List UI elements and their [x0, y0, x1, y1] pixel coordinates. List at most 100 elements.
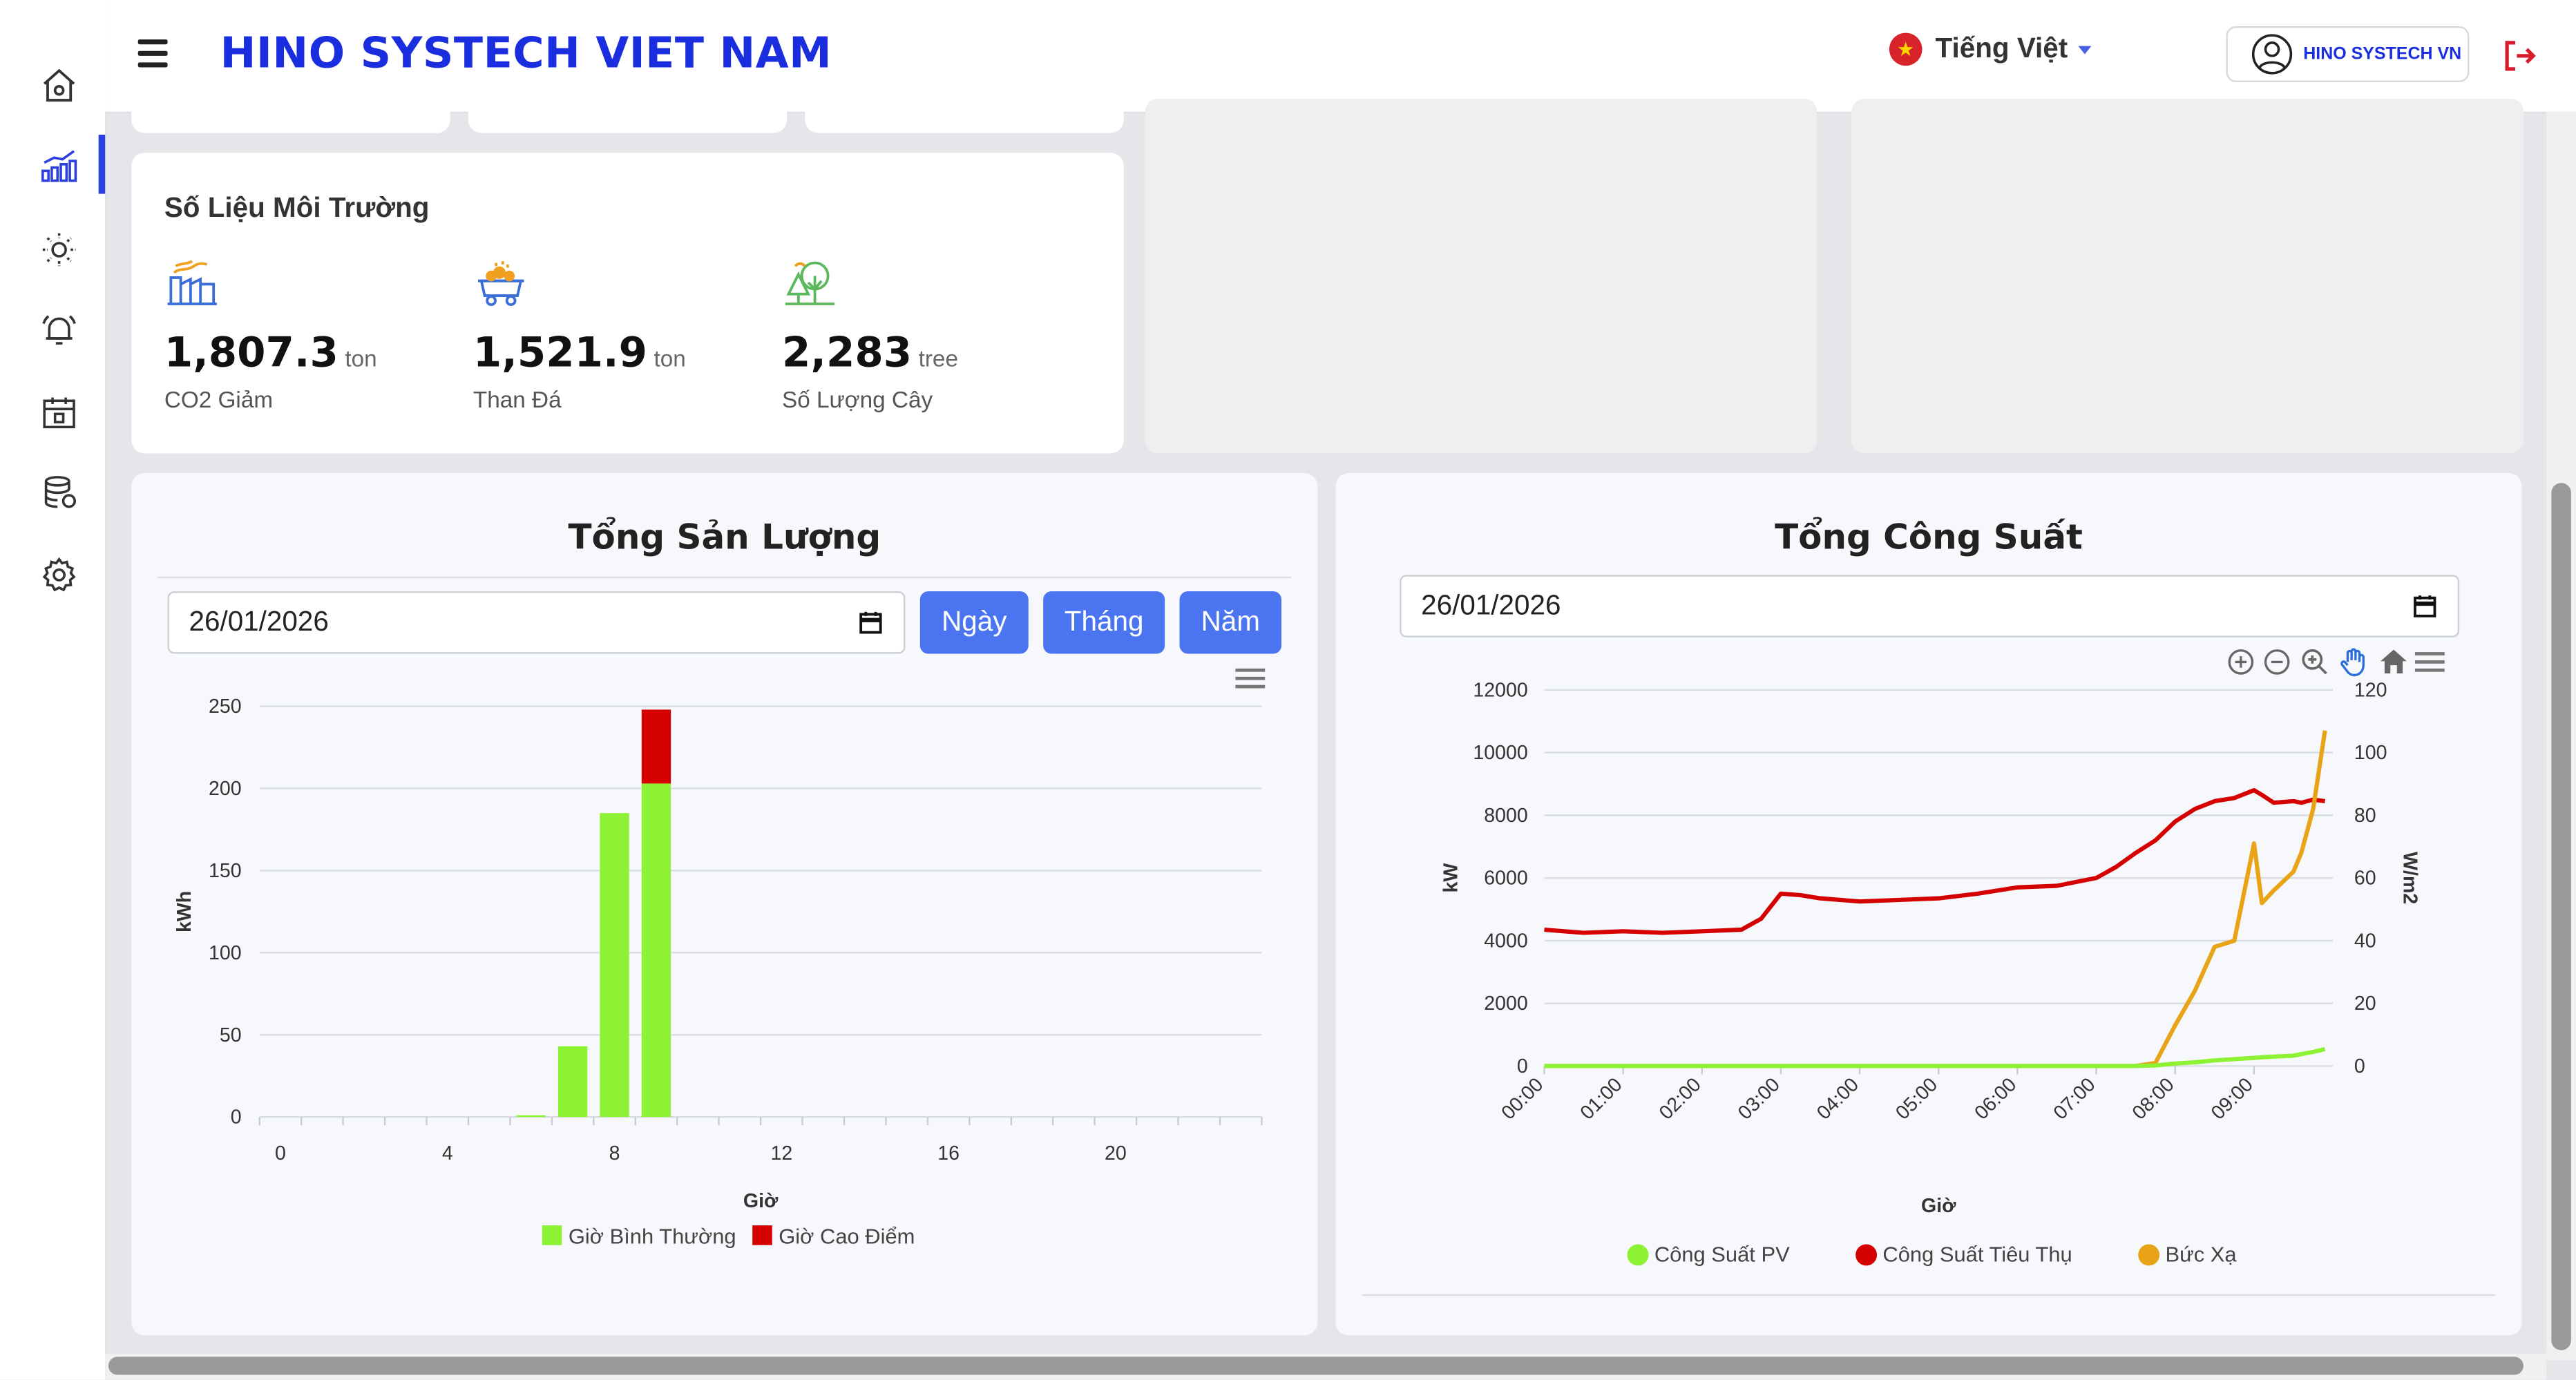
- trees-value: 2,283: [782, 328, 913, 376]
- horizontal-scrollbar-thumb[interactable]: [108, 1357, 2523, 1375]
- zoom-in-icon[interactable]: [2226, 647, 2255, 677]
- x-tick-label: 00:00: [1497, 1073, 1547, 1124]
- series-line: [1544, 1046, 2326, 1068]
- year-button[interactable]: Năm: [1179, 591, 1281, 654]
- sidebar-item-solar[interactable]: [23, 222, 95, 278]
- day-button[interactable]: Ngày: [919, 591, 1029, 654]
- selection-zoom-icon[interactable]: [2300, 647, 2329, 677]
- legend-label: Công Suất PV: [1654, 1242, 1790, 1266]
- legend-swatch: [2138, 1244, 2160, 1266]
- output-chart-menu-icon[interactable]: [1235, 668, 1266, 691]
- y-left-tick-label: 12000: [1473, 679, 1527, 701]
- x-tick-label: 0: [275, 1142, 286, 1165]
- y-tick-label: 100: [209, 942, 242, 964]
- legend-label: Bức Xạ: [2165, 1242, 2237, 1266]
- reset-home-icon[interactable]: [2379, 647, 2409, 677]
- x-tick-label: 04:00: [1813, 1073, 1863, 1124]
- y-tick-label: 0: [231, 1106, 242, 1129]
- co2-value: 1,807.3: [164, 328, 338, 376]
- calendar-icon: [859, 611, 882, 634]
- trees-label: Số Lượng Cây: [782, 385, 933, 412]
- factory-icon: [167, 260, 217, 305]
- logout-icon[interactable]: [2501, 36, 2540, 75]
- power-chart-menu-icon[interactable]: [2414, 652, 2445, 675]
- y-left-axis-label: kW: [1440, 863, 1462, 893]
- bar: [641, 709, 671, 784]
- legend-swatch: [542, 1225, 562, 1245]
- sidebar-item-dashboard[interactable]: [23, 138, 95, 194]
- series-line: [1544, 787, 2326, 935]
- trees-unit: tree: [918, 345, 958, 372]
- settings-icon: [42, 557, 76, 592]
- month-button[interactable]: Tháng: [1043, 591, 1165, 654]
- bar: [557, 1046, 588, 1118]
- y-right-axis-label: W/m2: [2398, 852, 2421, 904]
- sidebar-item-home[interactable]: [23, 57, 95, 113]
- x-tick-label: 09:00: [2207, 1073, 2258, 1124]
- zoom-out-icon[interactable]: [2262, 647, 2292, 677]
- x-tick-label: 08:00: [2128, 1073, 2179, 1124]
- legend-label: Giờ Cao Điểm: [779, 1224, 915, 1248]
- brand-title: HINO SYSTECH VIET NAM: [220, 29, 832, 79]
- coal-unit: ton: [653, 345, 686, 372]
- y-left-tick-label: 4000: [1484, 930, 1527, 952]
- bar: [641, 783, 671, 1118]
- alarm-icon: [42, 315, 76, 345]
- x-tick-label: 05:00: [1891, 1073, 1942, 1124]
- calendar-icon: [2414, 595, 2436, 617]
- divider: [158, 576, 1292, 579]
- y-left-tick-label: 10000: [1473, 742, 1527, 764]
- x-tick-label: 20: [1105, 1142, 1127, 1165]
- environment-card: Số Liệu Môi Trường 1,807.3 ton CO2 Giảm 1…: [131, 153, 1124, 454]
- output-date-input[interactable]: 26/01/2026: [167, 591, 906, 654]
- sidebar-item-alarm[interactable]: [23, 303, 95, 358]
- chevron-down-icon: [2077, 45, 2091, 54]
- user-menu-button[interactable]: HINO SYSTECH VN: [2226, 26, 2470, 82]
- x-tick-label: 16: [937, 1142, 960, 1165]
- env-item-coal: 1,521.9 ton Than Đá: [473, 255, 769, 412]
- menu-toggle-icon[interactable]: [137, 39, 168, 67]
- legend-swatch: [752, 1225, 772, 1245]
- chart-icon: [41, 150, 77, 182]
- legend-label: Công Suất Tiêu Thụ: [1882, 1242, 2072, 1266]
- stat-card-partial: [131, 98, 450, 133]
- sidebar-item-database[interactable]: [23, 465, 95, 521]
- x-tick-label: 12: [770, 1142, 792, 1165]
- divider: [1362, 1294, 2496, 1296]
- x-tick-label: 02:00: [1655, 1073, 1706, 1124]
- sun-icon: [42, 233, 76, 267]
- y-right-tick-label: 20: [2354, 993, 2376, 1015]
- legend-swatch: [1855, 1244, 1878, 1266]
- user-name: HINO SYSTECH VN: [2303, 44, 2462, 64]
- environment-title: Số Liệu Môi Trường: [164, 192, 430, 224]
- y-left-tick-label: 0: [1517, 1055, 1528, 1077]
- sidebar-item-settings[interactable]: [23, 547, 95, 603]
- home-icon: [43, 68, 75, 102]
- y-tick-label: 200: [209, 778, 242, 800]
- sidebar: [0, 0, 107, 1380]
- pan-hand-icon[interactable]: [2338, 647, 2367, 677]
- co2-unit: ton: [345, 345, 377, 372]
- power-chart-title: Tổng Công Suất: [1775, 517, 2083, 557]
- language-selector[interactable]: ★ Tiếng Việt: [1889, 32, 2091, 66]
- x-tick-label: 01:00: [1576, 1073, 1627, 1124]
- legend-label: Giờ Bình Thường: [569, 1224, 736, 1248]
- x-tick-label: 8: [609, 1142, 620, 1165]
- sidebar-active-indicator: [98, 135, 106, 194]
- sidebar-item-schedule[interactable]: [23, 384, 95, 440]
- stat-card-partial: [805, 98, 1124, 133]
- env-item-trees: 2,283 tree Số Lượng Cây: [782, 255, 1078, 412]
- tree-icon: [785, 261, 835, 305]
- y-left-tick-label: 2000: [1484, 993, 1527, 1015]
- y-tick-label: 50: [220, 1024, 242, 1046]
- calendar-icon: [43, 397, 75, 429]
- power-date-input[interactable]: 26/01/2026: [1400, 575, 2460, 638]
- y-axis-label: kWh: [173, 891, 195, 932]
- stat-card-partial: [468, 98, 788, 133]
- output-date-value: 26/01/2026: [189, 606, 329, 638]
- coal-label: Than Đá: [473, 385, 562, 412]
- x-tick-label: 03:00: [1734, 1073, 1784, 1124]
- y-right-tick-label: 60: [2354, 868, 2376, 890]
- x-tick-label: 07:00: [2049, 1073, 2099, 1124]
- vertical-scrollbar-thumb[interactable]: [2551, 483, 2571, 1350]
